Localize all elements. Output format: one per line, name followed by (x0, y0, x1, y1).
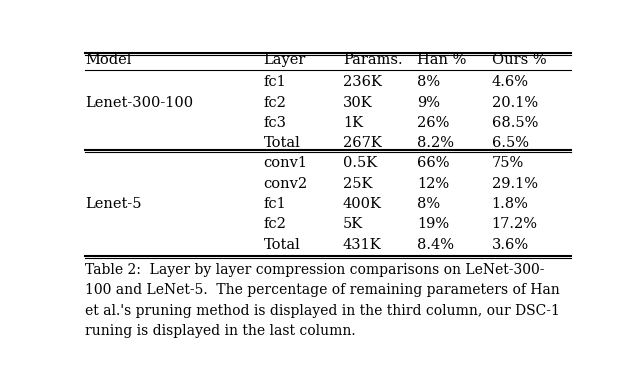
Text: 25K: 25K (343, 177, 372, 191)
Text: 75%: 75% (492, 156, 524, 171)
Text: 8.4%: 8.4% (417, 238, 454, 252)
Text: Total: Total (264, 238, 300, 252)
Text: 30K: 30K (343, 96, 372, 110)
Text: fc3: fc3 (264, 116, 287, 130)
Text: 9%: 9% (417, 96, 440, 110)
Text: 236K: 236K (343, 75, 382, 89)
Text: Total: Total (264, 136, 300, 150)
Text: fc1: fc1 (264, 75, 286, 89)
Text: 26%: 26% (417, 116, 450, 130)
Text: 12%: 12% (417, 177, 449, 191)
Text: Lenet-5: Lenet-5 (85, 197, 141, 211)
Text: 6.5%: 6.5% (492, 136, 529, 150)
Text: 68.5%: 68.5% (492, 116, 538, 130)
Text: 20.1%: 20.1% (492, 96, 538, 110)
Text: Params.: Params. (343, 53, 403, 67)
Text: Model: Model (85, 53, 131, 67)
Text: 4.6%: 4.6% (492, 75, 529, 89)
Text: fc2: fc2 (264, 96, 286, 110)
Text: Table 2:  Layer by layer compression comparisons on LeNet-300-: Table 2: Layer by layer compression comp… (85, 263, 545, 277)
Text: Han %: Han % (417, 53, 467, 67)
Text: 431K: 431K (343, 238, 381, 252)
Text: 66%: 66% (417, 156, 450, 171)
Text: fc2: fc2 (264, 217, 286, 231)
Text: 19%: 19% (417, 217, 449, 231)
Text: 1.8%: 1.8% (492, 197, 529, 211)
Text: 1K: 1K (343, 116, 363, 130)
Text: 3.6%: 3.6% (492, 238, 529, 252)
Text: conv2: conv2 (264, 177, 308, 191)
Text: 100 and LeNet-5.  The percentage of remaining parameters of Han: 100 and LeNet-5. The percentage of remai… (85, 283, 560, 297)
Text: 400K: 400K (343, 197, 382, 211)
Text: 29.1%: 29.1% (492, 177, 538, 191)
Text: 8%: 8% (417, 197, 440, 211)
Text: 17.2%: 17.2% (492, 217, 538, 231)
Text: fc1: fc1 (264, 197, 286, 211)
Text: Lenet-300-100: Lenet-300-100 (85, 96, 193, 110)
Text: 0.5K: 0.5K (343, 156, 377, 171)
Text: 267K: 267K (343, 136, 381, 150)
Text: 5K: 5K (343, 217, 363, 231)
Text: Layer: Layer (264, 53, 306, 67)
Text: conv1: conv1 (264, 156, 307, 171)
Text: et al.'s pruning method is displayed in the third column, our DSC-1: et al.'s pruning method is displayed in … (85, 304, 560, 318)
Text: 8.2%: 8.2% (417, 136, 454, 150)
Text: runing is displayed in the last column.: runing is displayed in the last column. (85, 324, 356, 338)
Text: Ours %: Ours % (492, 53, 547, 67)
Text: 8%: 8% (417, 75, 440, 89)
